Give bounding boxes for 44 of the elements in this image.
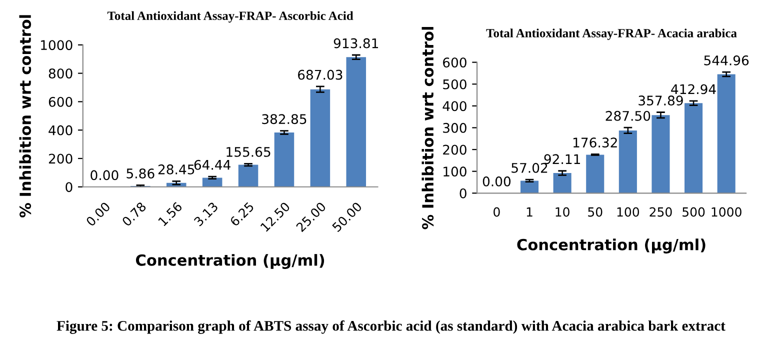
x-tick-label: 10 [556,207,570,217]
x-tick-label: 500 [682,207,705,217]
y-tick-label: 100 [444,166,466,177]
y-tick-label: 0 [66,182,72,192]
data-label: 57.02 [512,162,548,173]
data-label: 0.00 [90,170,118,180]
caption: Figure 5: Comparison graph of ABTS assay of Ascorbic acid (as standard) with Acacia arabica bark extract [56,320,726,334]
x-tick-label: 250 [650,207,672,217]
data-label: 155.65 [226,146,270,157]
y-tick-label: 1000 [41,40,72,50]
x-tick-label: 100 [617,207,640,217]
data-label: 5.86 [126,168,154,178]
y-tick-label: 200 [48,154,72,164]
data-label: 28.45 [158,164,194,174]
data-label: 382.85 [262,114,306,124]
x-tick-label: 0 [494,207,500,217]
y-tick-label: 200 [443,144,466,155]
data-label: 64.44 [194,160,230,170]
data-label: 412.94 [671,84,716,94]
data-label: 913.81 [334,38,378,48]
data-label: 287.50 [606,110,650,121]
y-tick-label: 400 [442,101,466,112]
y-tick-label: 800 [48,68,72,78]
y-axis-title: % Inhibition wrt control [422,27,434,230]
data-label: 357.89 [638,96,683,106]
y-axis-title: % Inhibition wrt control [19,15,32,218]
x-axis-title: Concentration (µg/ml) [136,254,324,269]
y-tick-label: 0 [460,188,466,198]
y-tick-label: 600 [48,96,72,107]
x-tick-label: 1 [526,207,532,217]
data-label: 687.03 [298,70,342,80]
y-tick-label: 300 [443,122,466,133]
data-label: 92.11 [544,154,580,164]
data-label: 0.00 [482,176,511,186]
x-axis-title: Concentration (µg/ml) [517,238,706,254]
y-tick-label: 500 [443,79,466,90]
data-label: 176.32 [573,138,617,148]
x-tick-label: 50 [588,207,602,217]
x-tick-label: 1000 [712,207,742,217]
y-tick-label: 400 [48,125,72,136]
data-label: 544.96 [704,55,749,66]
y-tick-label: 600 [443,58,466,68]
chart-title: Total Antioxidant Assay-FRAP- Acacia arabica [486,28,737,40]
chart-title: Total Antioxidant Assay-FRAP- Ascorbic Acid [107,11,354,23]
